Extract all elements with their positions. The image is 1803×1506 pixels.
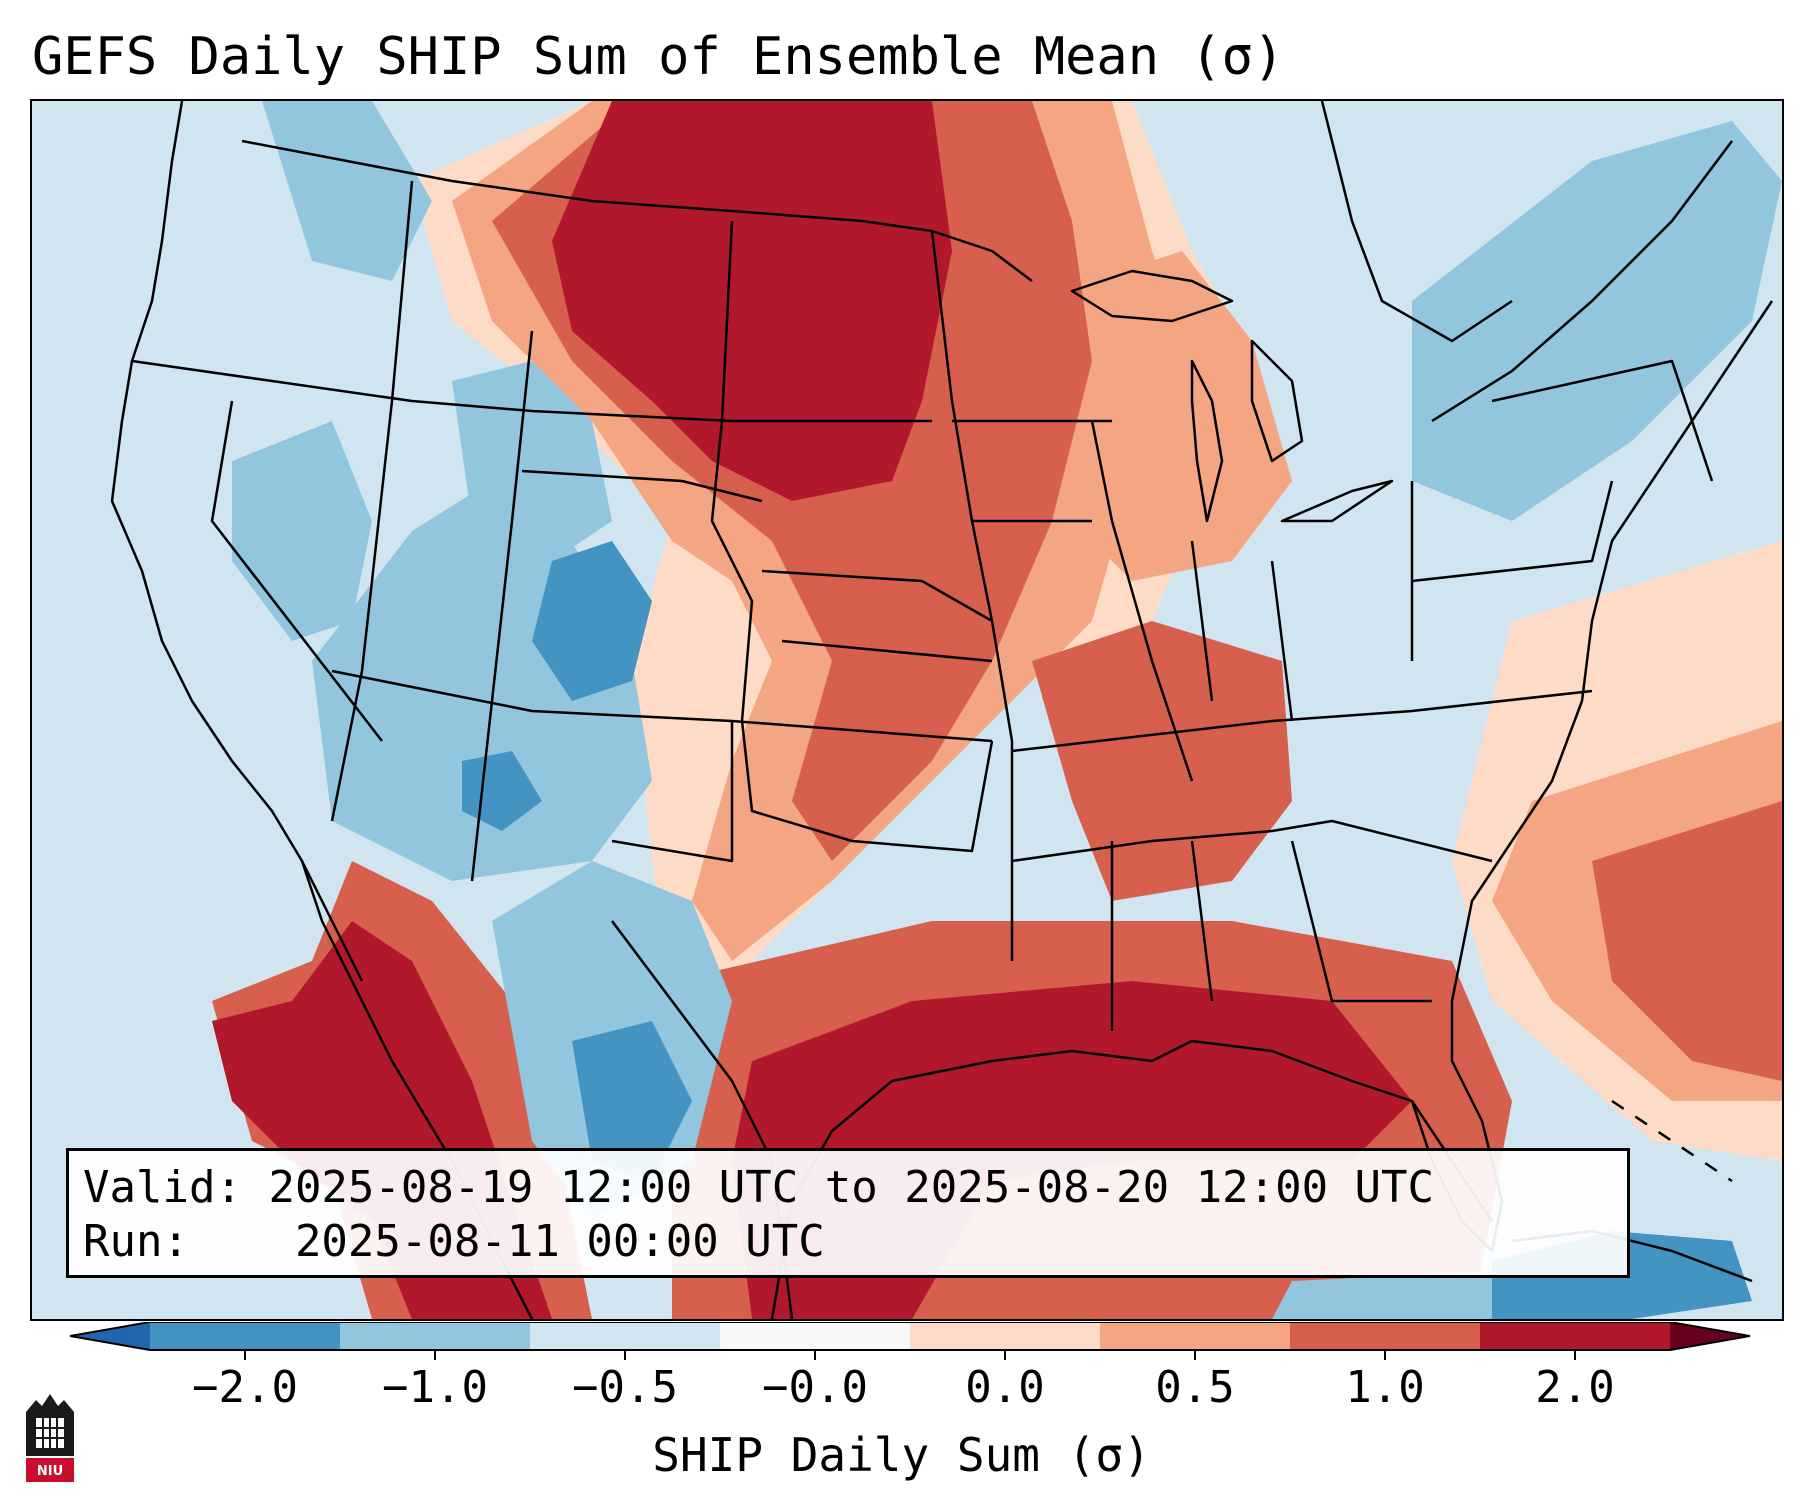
region-atlantic-red: [1592, 801, 1782, 1081]
state-line-3: [210, 400, 383, 742]
west-coastline: [110, 101, 364, 982]
colorbar-tick-label: 1.0: [1345, 1362, 1425, 1413]
colorbar-tick-label: −2.0: [192, 1362, 298, 1413]
region-colorado-blue-dark: [532, 541, 652, 701]
state-line-14: [1011, 689, 1593, 753]
lake-erie: [1280, 479, 1394, 523]
state-line-5: [521, 469, 763, 503]
east-coastline: [1450, 300, 1774, 1002]
state-line-4: [470, 330, 534, 882]
state-line-7: [710, 220, 754, 722]
region-northeast-blue: [1412, 121, 1782, 521]
lake-michigan: [1190, 359, 1224, 523]
colorbar-tick-label: −0.5: [572, 1362, 678, 1413]
valid-value: 2025-08-19 12:00 UTC to 2025-08-20 12:00…: [268, 1162, 1435, 1213]
region-gulf-mexico-blue: [1272, 1271, 1492, 1319]
colorbar-tick-label: −0.0: [762, 1362, 868, 1413]
logo-text: NIU: [36, 1464, 64, 1479]
colorbar-segment: [1100, 1322, 1291, 1350]
state-line-1: [131, 359, 932, 423]
state-line-15: [1090, 420, 1194, 782]
region-nevada-blue: [232, 421, 372, 641]
colorbar-outline: [70, 1322, 1750, 1351]
state-line-11: [930, 230, 1014, 961]
run-value: 2025-08-11 00:00 UTC: [294, 1216, 825, 1267]
colorbar-label: SHIP Daily Sum (σ): [652, 1428, 1151, 1482]
colorbar-segments: [150, 1322, 1671, 1350]
colorbar-segment: [720, 1322, 911, 1350]
region-wyoming-blue: [452, 361, 612, 561]
colorbar-segment: [340, 1322, 531, 1350]
lake-huron: [1250, 339, 1304, 463]
state-line-25: [611, 721, 734, 863]
hudson-line: [1320, 101, 1513, 343]
valid-label: Valid:: [83, 1162, 242, 1213]
colorbar-segment: [910, 1322, 1101, 1350]
colorbar-tick-label: −1.0: [382, 1362, 488, 1413]
state-line-18: [1011, 819, 1493, 863]
colorbar-segment: [1480, 1322, 1671, 1350]
state-line-17: [1270, 560, 1294, 722]
colorbar-extend-low: [70, 1322, 150, 1350]
state-line-2: [330, 180, 414, 822]
state-line-24: [1491, 359, 1714, 482]
lake-superior: [1070, 269, 1234, 323]
state-line-10: [740, 720, 994, 853]
region-great-lakes-salmon: [1032, 251, 1292, 581]
canada-us-border: [241, 139, 1033, 282]
region-arizona-blue-dark: [462, 751, 542, 831]
chart-title: GEFS Daily SHIP Sum of Ensemble Mean (σ): [32, 27, 1285, 87]
warm-anomaly-areas: [212, 101, 1782, 1319]
state-line-20: [1190, 840, 1214, 1002]
niu-logo: NIU: [22, 1392, 78, 1488]
colorbar-segment: [150, 1322, 341, 1350]
state-line-16: [1190, 540, 1214, 702]
state-line-9: [781, 639, 993, 663]
map-panel: [30, 99, 1784, 1321]
state-line-6: [331, 669, 993, 743]
colorbar-tick-label: 0.5: [1155, 1362, 1235, 1413]
run-label: Run:: [83, 1216, 189, 1267]
region-texas-blue-dark: [572, 1021, 692, 1181]
colorbar-segment: [530, 1322, 721, 1350]
colorbar-ticks: [70, 1322, 1750, 1360]
colorbar-tick-label: 2.0: [1535, 1362, 1615, 1413]
validity-info-box: Valid: 2025-08-19 12:00 UTC to 2025-08-2…: [66, 1148, 1630, 1278]
state-line-21: [1290, 840, 1432, 1003]
bahamas-islands: [1611, 1099, 1733, 1183]
st-lawrence: [1431, 140, 1733, 423]
state-line-8: [761, 569, 993, 623]
state-line-22: [1411, 480, 1614, 583]
colorbar-tick-label: 0.0: [965, 1362, 1045, 1413]
colorbar: [70, 1322, 1750, 1360]
cold-anomaly-areas: [232, 101, 1782, 1319]
region-northwest-blue: [262, 101, 432, 281]
colorbar-segment: [1290, 1322, 1481, 1350]
anomaly-map: [32, 101, 1782, 1319]
colorbar-extend-high: [1670, 1322, 1750, 1350]
region-northern-plains-darkred: [552, 101, 952, 501]
region-mid-south-red: [1032, 621, 1292, 901]
logo-icon: [26, 1394, 74, 1482]
